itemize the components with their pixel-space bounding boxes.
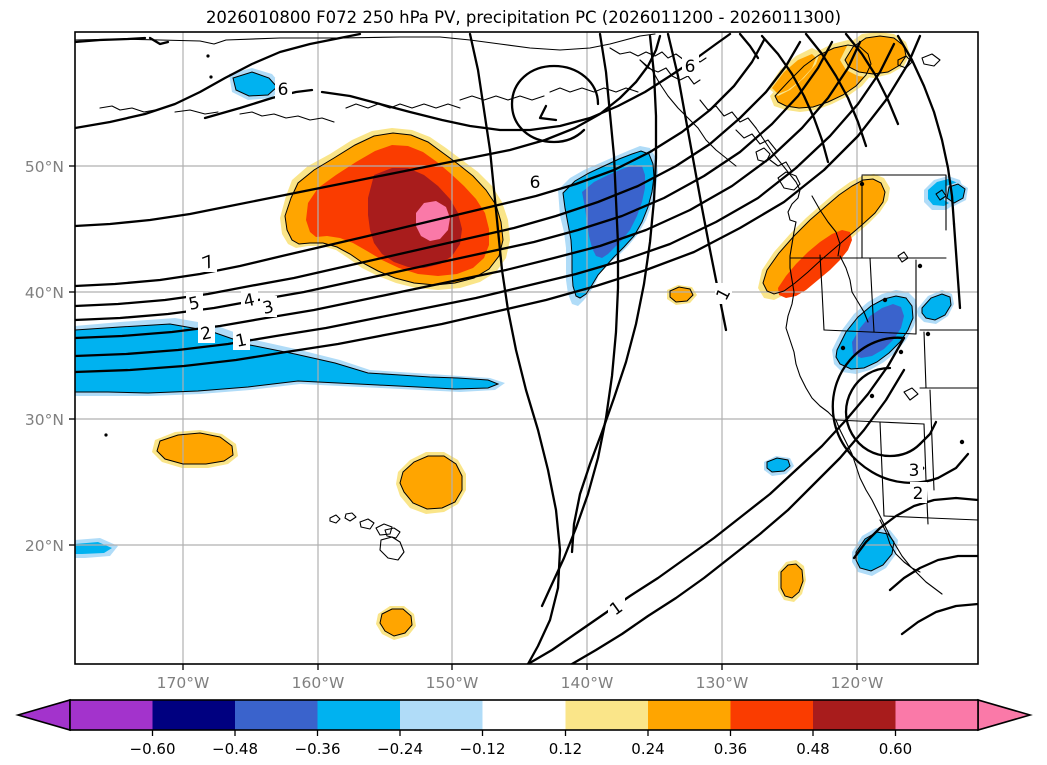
colorbar-segment [813,700,896,730]
colorbar-frame [69,699,979,731]
svg-text:6: 6 [530,173,541,193]
svg-text:5: 5 [187,293,202,315]
plot-frame [74,31,979,665]
colorbar-segment [400,700,483,730]
x-axis-ticks [182,664,858,670]
y-axis-ticks [69,165,75,546]
svg-text:4: 4 [242,290,257,312]
colorbar-tick-label: 0.24 [631,740,664,758]
colorbar-tick-label: 0.12 [549,740,582,758]
svg-text:3: 3 [909,461,920,481]
colorbar-tick-labels: −0.60 −0.48 −0.36 −0.24 −0.12 0.12 0.24 … [130,740,913,758]
colorbar-tick-label: 0.36 [714,740,747,758]
filled-region-positive-blob-central [396,452,466,514]
filled-region-positive-dot-140w [667,285,697,305]
colorbar-tick-label: −0.24 [377,740,423,758]
colorbar-tick-label: 0.60 [879,740,912,758]
colorbar-extend-min [15,698,71,732]
xtick-label: 140°W [561,674,614,692]
ytick-label: 50°N [25,158,64,176]
colorbar-ticks [151,730,897,736]
ytick-label: 40°N [25,284,64,302]
colorbar: −0.60 −0.48 −0.36 −0.24 −0.12 0.12 0.24 … [15,698,1033,758]
colorbar-segment [70,700,153,730]
colorbar-segment [482,700,566,730]
colorbar-segment [317,700,400,730]
svg-text:6: 6 [685,57,696,77]
xtick-label: 160°W [292,674,345,692]
filled-region-positive-blob-west [152,430,238,468]
ytick-label: 20°N [25,537,64,555]
colorbar-segment [235,700,318,730]
colorbar-segment [565,700,648,730]
xtick-label: 170°W [157,674,210,692]
x-axis-tick-labels: 170°W 160°W 150°W 140°W 130°W 120°W [157,674,884,692]
colorbar-tick-label: 0.48 [796,740,829,758]
colorbar-tick-label: −0.60 [130,740,176,758]
page-title: 2026010800 F072 250 hPa PV, precipitatio… [205,8,842,27]
colorbar-tick-label: −0.12 [460,740,506,758]
colorbar-tick-label: −0.36 [295,740,341,758]
svg-text:2: 2 [913,484,924,504]
filled-region-positive-bc-sliver [768,48,820,96]
colorbar-extend-max [977,698,1033,732]
colorbar-segment [152,700,235,730]
xtick-label: 150°W [426,674,479,692]
filled-region-negative-alaska [229,68,282,100]
svg-text:6: 6 [278,80,289,100]
colorbar-segment [730,700,813,730]
colorbar-tick-label: −0.48 [212,740,258,758]
coastlines [75,33,978,595]
colorbar-segment [895,700,978,730]
xtick-label: 120°W [831,674,884,692]
svg-text:3: 3 [261,297,276,319]
svg-text:2: 2 [199,323,214,345]
svg-text:1: 1 [234,330,249,352]
contour-labels: 7 5 4 3 2 [186,55,927,620]
ytick-label: 30°N [25,411,64,429]
filled-region-outlines [75,35,966,637]
y-axis-tick-labels: 50°N 40°N 30°N 20°N [25,158,64,555]
xtick-label: 130°W [696,674,749,692]
colorbar-segment [648,700,731,730]
